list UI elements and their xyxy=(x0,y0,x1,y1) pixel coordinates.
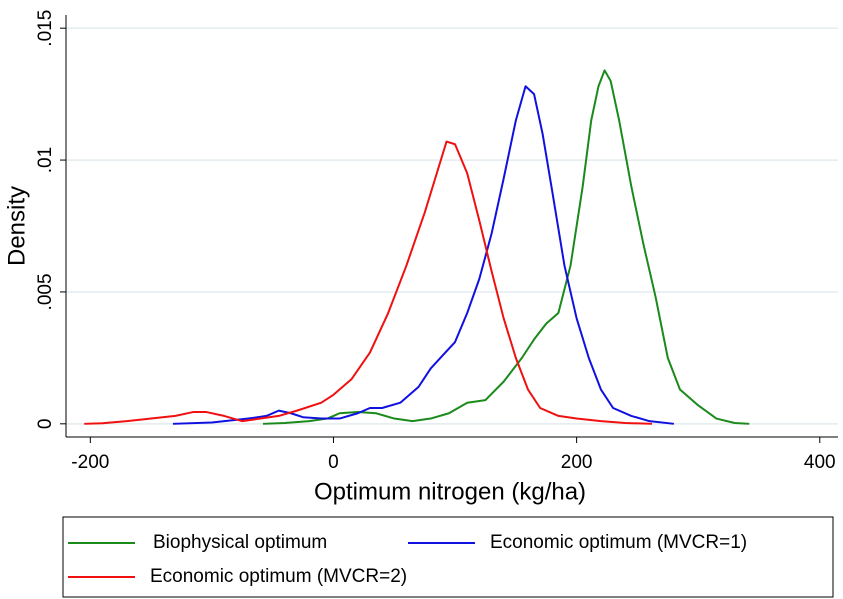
legend-label: Economic optimum (MVCR=2) xyxy=(150,566,407,587)
y-tick-label: .005 xyxy=(35,273,56,310)
x-axis-title: Optimum nitrogen (kg/ha) xyxy=(314,478,586,505)
legend-label: Economic optimum (MVCR=1) xyxy=(490,532,747,553)
x-tick-label: 200 xyxy=(561,452,593,473)
series-line xyxy=(262,69,750,425)
y-tick-label: 0 xyxy=(35,419,56,430)
series-line xyxy=(172,85,674,425)
series-line xyxy=(84,140,653,425)
y-tick-label: .015 xyxy=(35,10,56,47)
y-tick-label: .01 xyxy=(35,147,56,173)
legend-label: Biophysical optimum xyxy=(153,532,327,553)
x-tick-label: 400 xyxy=(804,452,836,473)
legend-box xyxy=(62,516,834,598)
x-tick-label: 0 xyxy=(328,452,339,473)
x-tick-label: -200 xyxy=(71,452,109,473)
y-axis-title: Density xyxy=(3,186,30,266)
